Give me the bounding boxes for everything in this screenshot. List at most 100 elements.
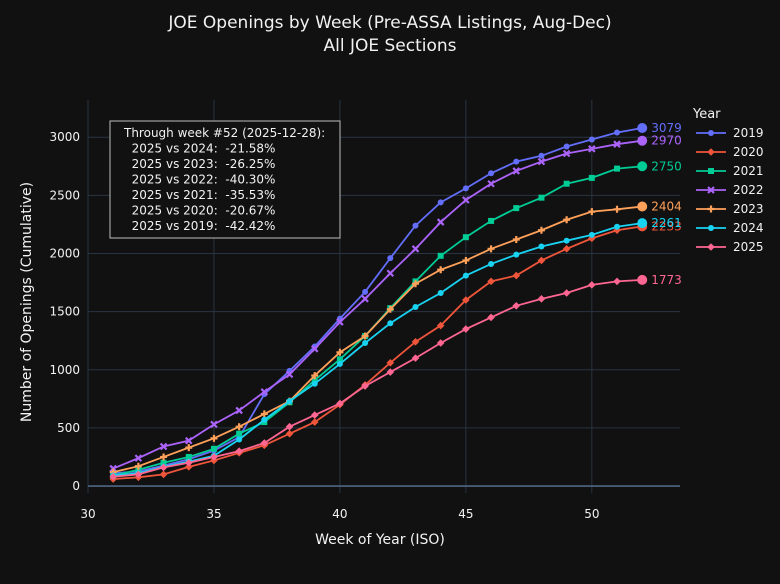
data-point — [411, 280, 419, 288]
data-point — [462, 296, 470, 304]
data-point — [285, 370, 294, 379]
x-tick-label: 50 — [584, 507, 599, 521]
data-point — [311, 372, 319, 380]
data-point — [462, 325, 470, 333]
data-point — [537, 295, 546, 303]
data-point — [707, 205, 715, 213]
data-point — [235, 447, 243, 455]
data-point — [210, 420, 218, 429]
data-point — [563, 143, 570, 150]
data-point — [462, 256, 470, 264]
legend-layer: Year 2019 2020 2021 2022 2023 2024 2025 — [692, 107, 764, 254]
data-point — [538, 194, 545, 201]
legend-item-2023: 2023 — [696, 202, 764, 216]
data-point — [614, 129, 621, 136]
series-2025: 1773 — [109, 273, 682, 481]
annotation-line: 2025 vs 2020: -20.67% — [124, 204, 275, 218]
data-point — [210, 445, 217, 452]
data-point — [235, 406, 243, 415]
legend-label: 2023 — [733, 202, 764, 216]
data-point — [210, 434, 218, 442]
y-tick-label: 2500 — [49, 188, 80, 202]
y-tick-label: 2000 — [49, 246, 80, 260]
data-point — [563, 237, 570, 244]
data-point — [160, 453, 168, 461]
data-point — [487, 179, 495, 188]
data-point — [361, 295, 369, 303]
x-tick-label: 45 — [458, 507, 473, 521]
data-point — [512, 302, 521, 310]
data-point — [311, 377, 318, 384]
data-point — [411, 338, 420, 346]
legend-item-2019: 2019 — [696, 126, 764, 140]
data-point — [512, 167, 521, 175]
series-end-marker-2024 — [637, 218, 648, 229]
data-point — [588, 136, 595, 143]
x-tick-label: 35 — [206, 507, 221, 521]
x-tick-label: 40 — [332, 507, 347, 521]
series-end-marker-2022 — [637, 135, 648, 146]
data-point — [707, 243, 715, 251]
data-point — [462, 234, 469, 241]
data-point — [538, 243, 545, 250]
data-point — [310, 418, 319, 426]
data-point — [235, 423, 243, 431]
y-tick-label: 1000 — [49, 363, 80, 377]
series-layer: 3079 2233 2750 2970 2404 2261 1773 — [109, 121, 682, 483]
data-point — [512, 236, 520, 244]
data-point — [588, 208, 596, 216]
data-point — [412, 303, 419, 310]
data-point — [184, 458, 193, 467]
series-end-marker-2021 — [637, 161, 648, 172]
data-point — [310, 411, 319, 419]
data-point — [563, 180, 570, 187]
data-point — [538, 152, 545, 159]
data-point — [437, 290, 444, 297]
data-point — [562, 289, 571, 297]
data-point — [537, 256, 546, 265]
annotation-layer: Through week #52 (2025-12-28): 2025 vs 2… — [109, 120, 341, 239]
data-point — [708, 225, 714, 231]
data-point — [488, 217, 495, 224]
series-line-2024 — [113, 222, 643, 477]
data-point — [285, 422, 294, 431]
annotation-line: Through week #52 (2025-12-28): — [123, 126, 325, 140]
legend-item-2025: 2025 — [696, 240, 764, 254]
data-point — [588, 231, 595, 238]
series-2022: 2970 — [109, 134, 682, 473]
series-2020: 2233 — [109, 219, 682, 483]
data-point — [134, 454, 143, 462]
legend-item-2024: 2024 — [696, 221, 764, 235]
data-point — [437, 252, 444, 259]
series-end-label-2022: 2970 — [651, 134, 682, 148]
data-point — [236, 430, 243, 437]
y-tick-label: 3000 — [49, 130, 80, 144]
series-end-label-2024: 2261 — [651, 216, 682, 230]
series-line-2020 — [113, 225, 643, 480]
data-point — [614, 223, 621, 230]
data-point — [362, 340, 369, 347]
data-point — [160, 459, 167, 466]
data-point — [109, 472, 117, 481]
data-point — [286, 398, 293, 405]
data-point — [159, 463, 168, 472]
legend-label: 2020 — [733, 145, 764, 159]
data-point — [285, 429, 294, 438]
y-tick-label: 1500 — [49, 305, 80, 319]
chart-title: JOE Openings by Week (Pre-ASSA Listings,… — [167, 13, 611, 33]
series-end-marker-2019 — [637, 123, 648, 134]
data-point — [487, 245, 495, 253]
legend-item-2021: 2021 — [696, 164, 764, 178]
data-point — [707, 148, 715, 156]
legend-title: Year — [692, 107, 721, 122]
data-point — [386, 368, 395, 376]
annotation-line: 2025 vs 2021: -35.53% — [124, 188, 275, 202]
legend-item-2022: 2022 — [696, 183, 764, 197]
data-point — [563, 216, 571, 224]
data-point — [336, 360, 343, 367]
series-2024: 2261 — [110, 216, 682, 479]
annotation-line: 2025 vs 2022: -40.30% — [124, 173, 275, 187]
data-point — [336, 348, 344, 356]
data-point — [513, 205, 520, 212]
